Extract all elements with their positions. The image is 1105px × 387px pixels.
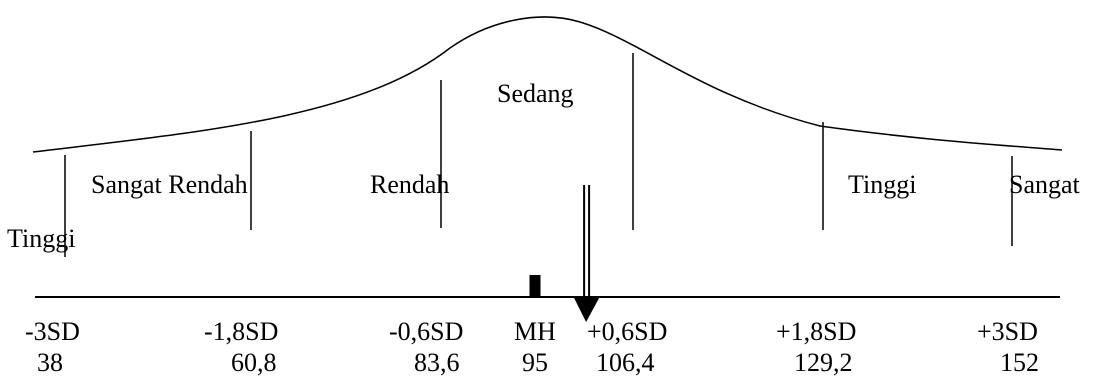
scale-value: 129,2 (794, 348, 853, 377)
scale-value: 60,8 (231, 348, 277, 377)
sd-label: -0,6SD (389, 317, 463, 346)
mean-marker (529, 275, 541, 297)
scale-value: 38 (37, 348, 63, 377)
scale-value: 152 (1000, 348, 1039, 377)
label-medium: Sedang (497, 79, 574, 108)
label-very-high-part1: Sangat (1009, 170, 1081, 199)
scale-value: 83,6 (414, 348, 460, 377)
label-very-low: Sangat Rendah (91, 170, 248, 199)
sd-label: -3SD (25, 317, 80, 346)
label-high: Tinggi (848, 170, 916, 199)
sd-label: +0,6SD (587, 317, 667, 346)
bell-curve (32, 16, 1063, 153)
score-arrow (574, 185, 600, 322)
sd-label: -1,8SD (204, 317, 278, 346)
sd-label: MH (514, 317, 556, 346)
sd-label: +1,8SD (776, 317, 856, 346)
label-very-high-part2: Tinggi (7, 224, 75, 253)
scale-value: 106,4 (596, 348, 655, 377)
sd-label: +3SD (977, 317, 1038, 346)
label-low: Rendah (370, 170, 449, 199)
scale-value: 95 (522, 348, 548, 377)
